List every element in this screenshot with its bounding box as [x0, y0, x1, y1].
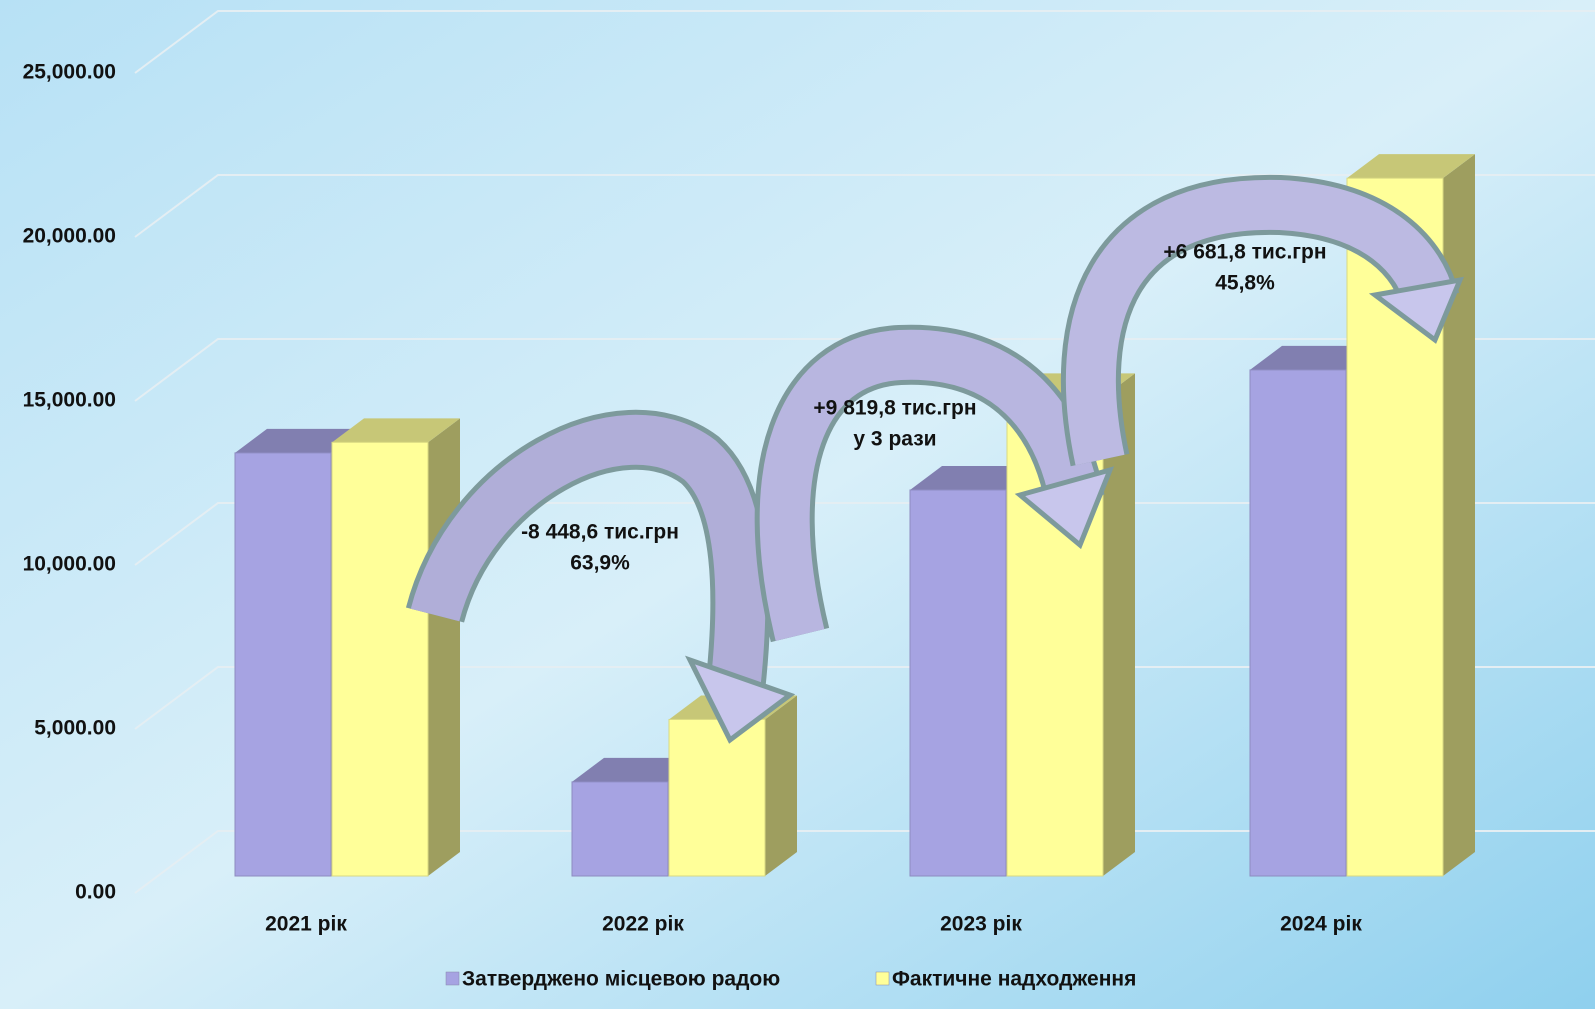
y-tick-label: 10,000.00	[23, 553, 116, 576]
y-tick-label: 5,000.00	[34, 717, 116, 740]
bar-top	[1347, 154, 1475, 179]
x-tick-label: 2021 рік	[265, 913, 347, 936]
legend-label: Фактичне надходження	[892, 968, 1136, 991]
annotation: 63,9%	[570, 552, 630, 575]
bar-top	[572, 757, 700, 782]
legend-swatch	[445, 971, 460, 986]
bar	[331, 418, 460, 877]
grid-line	[134, 338, 1595, 402]
bar-front	[234, 452, 332, 877]
bar-front	[331, 441, 429, 877]
legend: Затверджено місцевою радою Фактичне надхо…	[445, 968, 1136, 991]
bar-top	[235, 428, 363, 453]
y-tick-label: 15,000.00	[23, 389, 116, 412]
grid-line	[134, 174, 1595, 238]
annotation: +9 819,8 тис.грн	[813, 397, 976, 420]
annotations: -8 448,6 тис.грн 63,9% +9 819,8 тис.грн у 3…	[521, 241, 1327, 575]
bar-front	[1249, 369, 1347, 877]
legend-swatch	[875, 971, 890, 986]
x-tick-label: 2023 рік	[940, 913, 1022, 936]
bar-top	[1250, 345, 1378, 370]
y-tick-label: 20,000.00	[23, 225, 116, 248]
grid-line	[134, 830, 1595, 894]
annotation: +6 681,8 тис.грн	[1163, 241, 1326, 264]
bar-top	[332, 418, 460, 443]
grid-line	[134, 502, 1595, 566]
y-tick-label: 25,000.00	[23, 61, 116, 84]
bar-top	[910, 465, 1038, 490]
bar-front	[909, 489, 1007, 877]
grid-line	[134, 666, 1595, 730]
bar-side	[765, 695, 797, 876]
bar-front	[571, 781, 669, 877]
grid-line	[134, 10, 1595, 74]
bar-side	[428, 418, 460, 876]
bar-front	[668, 718, 766, 877]
grid: 0.00 5,000.00 10,000.00 15,000.00 20,000.00 2…	[23, 10, 1595, 904]
y-tick-label: 0.00	[75, 881, 116, 904]
arrows	[405, 174, 1465, 744]
annotation: 45,8%	[1215, 272, 1275, 295]
annotation: -8 448,6 тис.грн	[521, 521, 679, 544]
bar	[668, 695, 797, 877]
legend-label: Затверджено місцевою радою	[462, 968, 780, 991]
bars: 2021 рік 2022 рік 2023 рік 2024 рік	[234, 154, 1475, 936]
bar-side	[1103, 373, 1135, 876]
x-tick-label: 2022 рік	[602, 913, 684, 936]
annotation: у 3 рази	[853, 428, 936, 451]
x-tick-label: 2024 рік	[1280, 913, 1362, 936]
bar-side	[1443, 154, 1475, 876]
